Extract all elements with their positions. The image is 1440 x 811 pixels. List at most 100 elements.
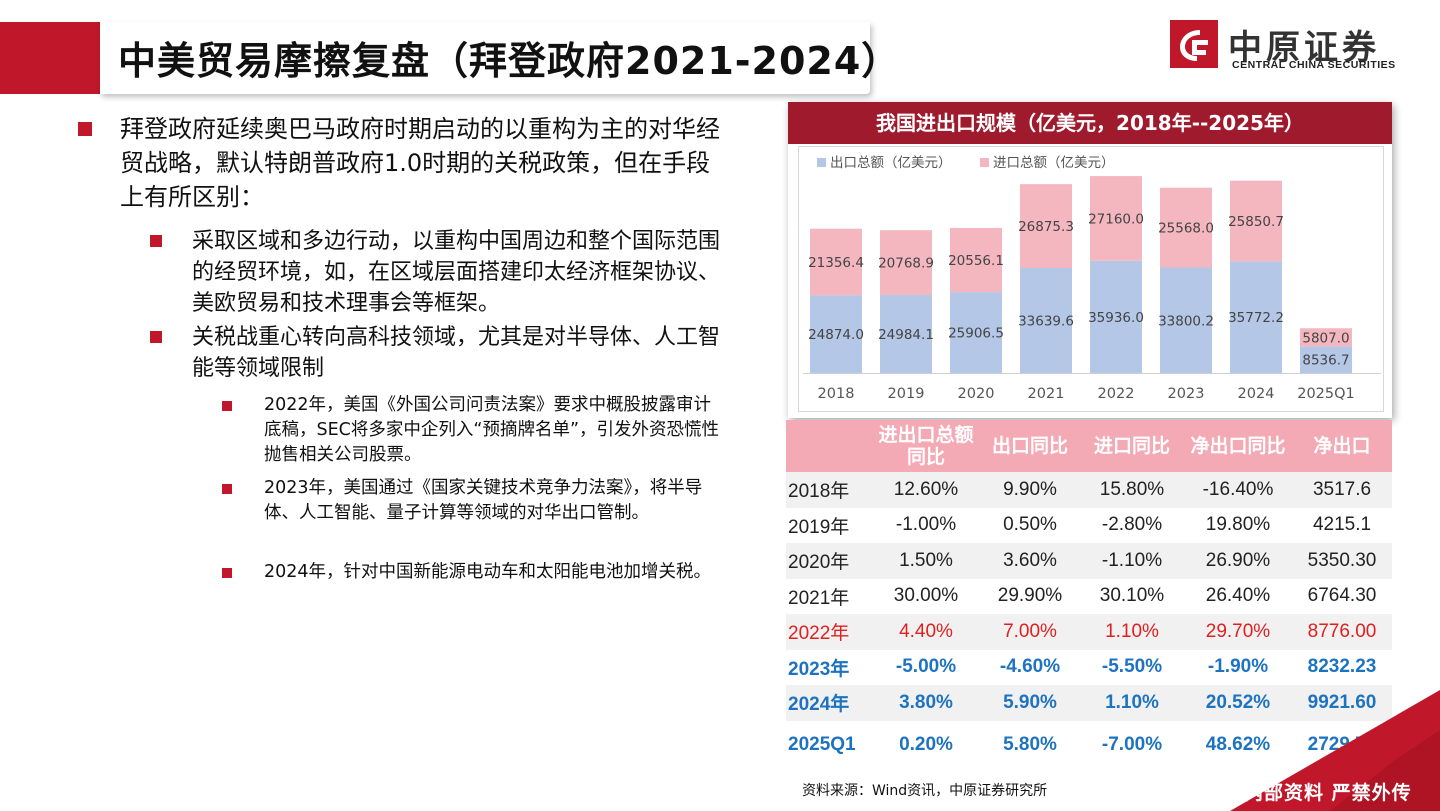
table-cell: 20.52% [1184, 685, 1292, 721]
import-bar [810, 228, 862, 296]
table-cell: 3.60% [980, 543, 1080, 579]
x-tick-label: 2022 [1098, 386, 1135, 402]
table-cell: 5350.30 [1292, 543, 1392, 579]
table-cell: 5.80% [1003, 733, 1057, 755]
table-cell: 0.20% [899, 733, 953, 755]
bullet-text: 2024年，针对中国新能源电动车和太阳能电池加增关税。 [264, 562, 712, 582]
data-label: 24874.0 [808, 327, 864, 343]
table-header-cell: 进口同比 [1080, 420, 1184, 472]
table-cell: 0.50% [1003, 514, 1057, 536]
table-cell: 19.80% [1205, 514, 1271, 536]
import-bar [1300, 328, 1352, 347]
table-cell: 7.00% [980, 614, 1080, 650]
logo-chinese-name: 中原证券 [1228, 28, 1380, 68]
bullet-text: 2022年，美国《外国公司问责法案》要求中概股披露审计底稿，SEC将多家中企列入… [264, 395, 720, 465]
table-header-cell: 进出口总额 同比 [872, 420, 980, 472]
import-bar [880, 230, 932, 296]
table-cell: 26.40% [1205, 585, 1271, 607]
bullet-square-icon [150, 331, 162, 343]
x-tick-label: 2024 [1238, 386, 1275, 402]
trade-growth-table: 进出口总额 同比 出口同比 进口同比 净出口同比 净出口 2018年 12.60% 9.90%… [786, 420, 1392, 769]
bullet-text: 2023年，美国通过《国家关键技术竞争力法案》，将半导体、人工智能、量子计算等领… [264, 478, 703, 523]
table-header-cell [786, 420, 872, 472]
data-label: 35772.2 [1228, 310, 1284, 326]
table-cell: 1.10% [1080, 614, 1184, 650]
table-cell: 9.90% [980, 472, 1080, 508]
legend-swatch [817, 158, 826, 167]
import-bar [1160, 187, 1212, 268]
export-bar [1020, 268, 1072, 373]
table-row-label: 2025Q1 [788, 733, 856, 755]
table-cell: 8776.00 [1292, 614, 1392, 650]
table-cell: 30.10% [1099, 585, 1165, 607]
x-tick-label: 2023 [1168, 386, 1205, 402]
x-tick-label: 2021 [1028, 386, 1065, 402]
table-row: 2024年 3.80% 5.90% 1.10% 20.52% 9921.60 [786, 685, 1392, 721]
logo-english-name: CENTRAL CHINA SECURITIES [1232, 59, 1396, 71]
x-tick-label: 2020 [958, 386, 995, 402]
table-cell: -1.90% [1207, 656, 1269, 678]
table-cell: 29.90% [997, 585, 1063, 607]
data-label: 33800.2 [1158, 313, 1214, 329]
table-row-label: 2019年 [788, 516, 850, 538]
table-row: 2019年 -1.00% 0.50% -2.80% 19.80% 4215.1 [786, 508, 1392, 544]
bullet-square-icon [78, 122, 92, 136]
table-cell: -1.10% [1080, 543, 1184, 579]
legend-label: 进口总额（亿美元） [993, 155, 1115, 171]
data-label: 20768.9 [878, 256, 934, 272]
chart-title: 我国进出口规模（亿美元，2018年--2025年） [788, 102, 1392, 144]
x-tick-label: 2018 [818, 386, 855, 402]
legend-swatch [980, 158, 989, 167]
table-body: 2018年 12.60% 9.90% 15.80% -16.40% 3517.6 2019年… [786, 472, 1392, 769]
export-bar [1090, 260, 1142, 373]
bullet-square-icon [222, 401, 232, 411]
table-cell: 48.62% [1205, 733, 1271, 755]
bullet-square-icon [222, 568, 232, 578]
table-row: 2018年 12.60% 9.90% 15.80% -16.40% 3517.6 [786, 472, 1392, 508]
data-label: 26875.3 [1018, 219, 1074, 235]
legend-label: 出口总额（亿美元） [830, 155, 952, 171]
data-label: 25568.0 [1158, 221, 1214, 237]
chart-area: 出口总额（亿美元） 进口总额（亿美元） 24874.0 21356.4 2018 2498… [798, 146, 1384, 412]
import-bar [1230, 180, 1282, 262]
data-label: 25850.7 [1228, 214, 1284, 230]
table-header-cell: 净出口同比 [1184, 420, 1292, 472]
export-bar [880, 295, 932, 373]
data-label: 24984.1 [878, 327, 934, 343]
logo-mark-icon [1170, 20, 1218, 68]
import-bar [1090, 176, 1142, 261]
table-header-cell: 净出口 [1292, 420, 1392, 472]
page-title: 中美贸易摩擦复盘（拜登政府2021-2024） [118, 39, 901, 83]
table-row-label: 2021年 [788, 587, 850, 609]
header-accent-bar [0, 22, 100, 94]
export-bar [1160, 267, 1212, 373]
table-cell: 3517.6 [1292, 472, 1392, 508]
table-row: 2023年 -5.00% -4.60% -5.50% -1.90% 8232.23 [786, 650, 1392, 686]
table-cell: -2.80% [1101, 514, 1163, 536]
table-row-label: 2023年 [788, 658, 850, 680]
table-cell: -16.40% [1184, 472, 1292, 508]
table-cell: 9921.60 [1292, 685, 1392, 721]
bullet-text: 关税战重心转向高科技领域，尤其是对半导体、人工智能等领域限制 [192, 325, 721, 381]
table-row-label: 2018年 [786, 472, 872, 508]
stacked-bar-chart: 出口总额（亿美元） 进口总额（亿美元） 24874.0 21356.4 2018 2498… [803, 155, 1381, 402]
import-bar [950, 227, 1002, 293]
table-row-label: 2024年 [786, 685, 872, 721]
data-label: 25906.5 [948, 326, 1004, 342]
data-label: 27160.0 [1088, 211, 1144, 227]
data-label: 21356.4 [808, 255, 864, 271]
table-cell: -5.00% [895, 656, 957, 678]
data-label: 8536.7 [1302, 353, 1349, 369]
x-tick-label: 2025Q1 [1297, 386, 1355, 402]
data-label: 33639.6 [1018, 314, 1074, 330]
table-row-label: 2022年 [786, 614, 872, 650]
table-cell: 15.80% [1080, 472, 1184, 508]
bullet-text: 拜登政府延续奥巴马政府时期启动的以重构为主的对华经贸战略，默认特朗普政府1.0时… [120, 115, 720, 211]
table-cell: -5.50% [1101, 656, 1163, 678]
footer-confidential: 内部资料 严禁外传 [1244, 782, 1412, 804]
bullet-square-icon [150, 235, 162, 247]
table-header-cell: 出口同比 [980, 420, 1080, 472]
table-cell: 1.10% [1080, 685, 1184, 721]
table-cell: 29.70% [1184, 614, 1292, 650]
table-cell: 5.90% [980, 685, 1080, 721]
